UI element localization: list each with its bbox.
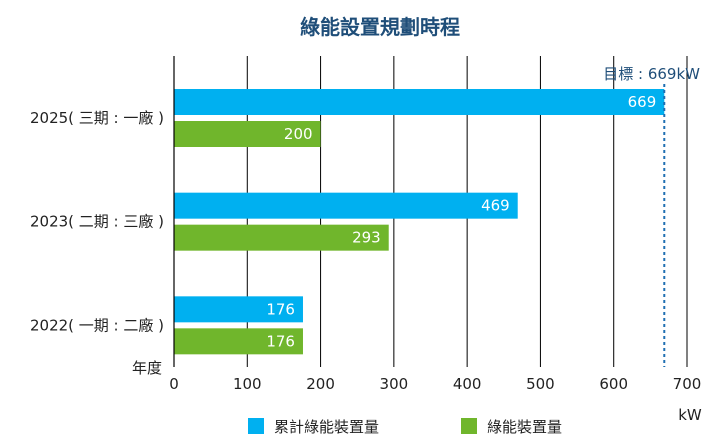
legend-label: 綠能裝置量 — [487, 418, 562, 436]
data-label: 469 — [481, 197, 510, 215]
x-tick-label: 100 — [233, 375, 262, 393]
x-tick-label: 500 — [526, 375, 555, 393]
x-tick-label: 0 — [169, 375, 179, 393]
category-label: 2022( 一期 : 二廠 ) — [30, 316, 164, 334]
data-label: 200 — [284, 125, 313, 143]
bar — [174, 121, 321, 147]
x-tick-label: 600 — [599, 375, 628, 393]
data-label: 176 — [266, 332, 295, 350]
x-tick-label: 700 — [673, 375, 702, 393]
bar — [174, 224, 389, 251]
x-tick-labels: 0 100 200 300 400 500 600 700 — [169, 375, 701, 393]
legend: 累計綠能裝置量 綠能裝置量 — [248, 418, 562, 436]
x-tick-label: 300 — [380, 375, 409, 393]
x-tick-label: 400 — [453, 375, 482, 393]
chart-title: 綠能設置規劃時程 — [300, 15, 460, 39]
target-label: 目標 : 669kW — [603, 65, 700, 83]
target-marker: 目標 : 669kW — [603, 65, 700, 367]
data-label: 669 — [628, 93, 657, 111]
y-axis-label: 年度 — [132, 359, 162, 377]
bar — [174, 328, 303, 355]
category-labels: 2025( 三期 : 一廠 ) 2023( 二期 : 三廠 ) 2022( 一期 :… — [30, 109, 164, 334]
category-label: 2025( 三期 : 一廠 ) — [30, 109, 164, 127]
data-label: 176 — [266, 300, 295, 318]
legend-label: 累計綠能裝置量 — [274, 418, 379, 436]
bar — [174, 296, 303, 323]
x-tick-label: 200 — [306, 375, 335, 393]
legend-swatch — [248, 418, 264, 434]
legend-swatch — [461, 418, 477, 434]
category-label: 2023( 二期 : 三廠 ) — [30, 213, 164, 231]
bars: 669 200 469 293 176 176 — [174, 89, 665, 355]
bar — [174, 192, 518, 219]
data-label: 293 — [352, 229, 381, 247]
x-axis-label: kW — [678, 406, 702, 424]
bar — [174, 89, 665, 115]
